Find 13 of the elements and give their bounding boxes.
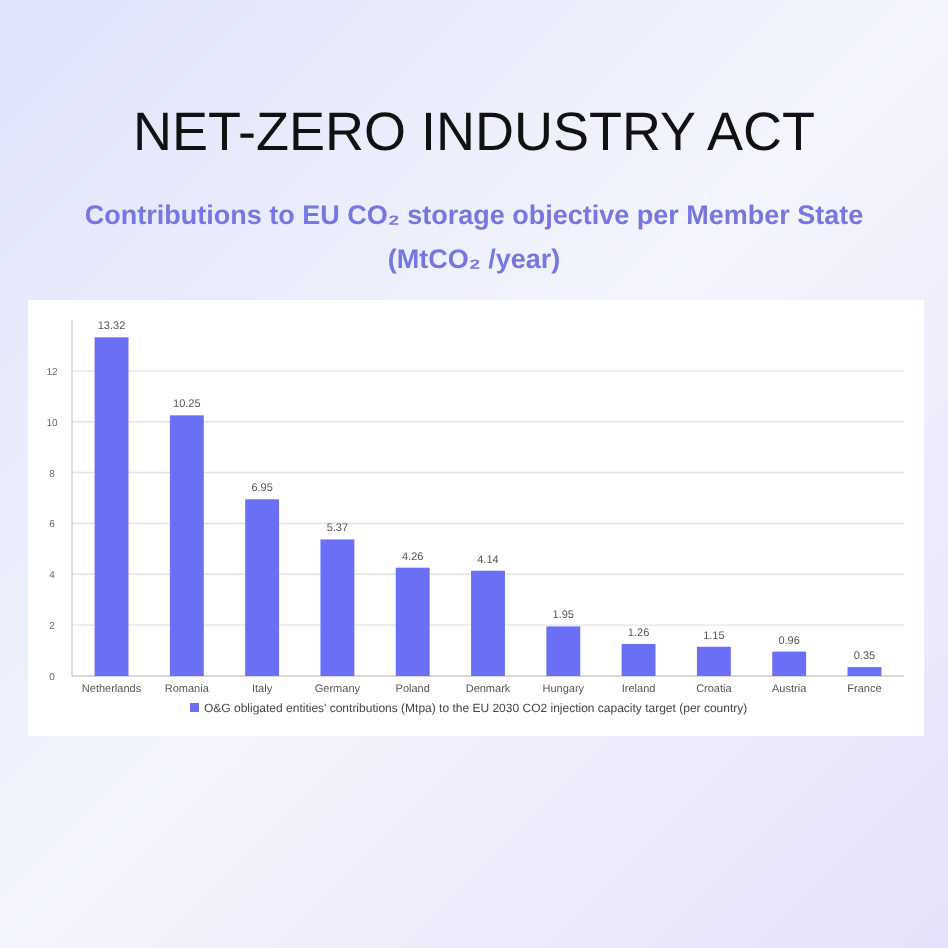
bar	[320, 539, 355, 676]
bar	[696, 646, 731, 676]
chart-subtitle: Contributions to EU CO₂ storage objective per Member State (MtCO₂ /year)	[84, 200, 865, 274]
bar	[847, 667, 882, 676]
bar	[395, 567, 430, 676]
bar	[245, 499, 280, 676]
bar	[94, 337, 129, 676]
bar	[621, 643, 656, 676]
bar	[772, 651, 807, 676]
bar	[546, 626, 581, 676]
bar	[169, 415, 204, 676]
bar	[471, 570, 505, 676]
chart-title: NET-ZERO INDUSTRY ACT	[132, 102, 816, 162]
